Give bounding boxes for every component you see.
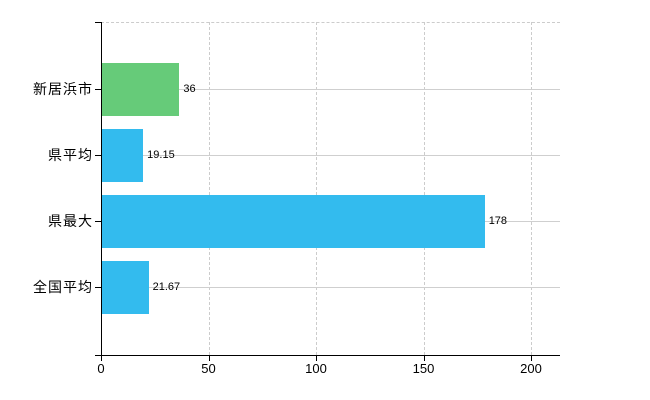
category-label-2: 県最大 (48, 213, 93, 229)
category-label-3: 全国平均 (33, 279, 93, 295)
x-tick-label-50: 50 (201, 361, 216, 376)
bar-1 (102, 128, 144, 182)
y-tick-mark-0 (95, 89, 101, 90)
x-gridline-50 (208, 22, 210, 355)
category-label-1: 県平均 (48, 147, 93, 163)
bar-value-label-3: 21.67 (152, 281, 181, 293)
x-axis-line (95, 355, 560, 356)
x-tick-mark-100 (316, 355, 317, 361)
bar-3 (102, 260, 149, 314)
y-tick-mark-2 (95, 221, 101, 222)
x-tick-mark-200 (531, 355, 532, 361)
y-gridline-1 (101, 155, 560, 156)
y-tick-mark-3 (95, 287, 101, 288)
bar-value-label-0: 36 (183, 83, 196, 95)
x-tick-label-150: 150 (412, 361, 435, 376)
x-tick-label-0: 0 (97, 361, 105, 376)
x-gridline-200 (531, 22, 532, 355)
y-tick-mark-1 (95, 155, 101, 156)
bar-value-label-2: 178 (488, 215, 508, 227)
x-gridline-100 (316, 22, 317, 355)
x-gridline-150 (423, 22, 425, 355)
plot-top-gridline (101, 22, 560, 23)
bar-value-label-1: 19.15 (147, 149, 175, 161)
y-axis-line (101, 22, 102, 355)
x-tick-mark-0 (101, 355, 102, 361)
y-axis-end-tick (95, 22, 101, 23)
x-tick-mark-150 (423, 355, 425, 361)
category-label-0: 新居浜市 (33, 81, 93, 97)
y-gridline-3 (101, 287, 560, 288)
x-tick-label-200: 200 (520, 361, 542, 376)
x-tick-label-100: 100 (305, 361, 327, 376)
y-gridline-0 (101, 89, 560, 90)
bar-2 (102, 194, 485, 248)
bar-0 (102, 62, 180, 116)
x-tick-mark-50 (208, 355, 210, 361)
